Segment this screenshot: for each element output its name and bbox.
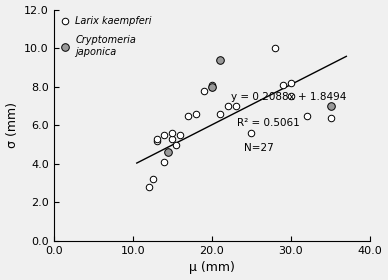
Larix kaempferi [288, 94, 294, 99]
Larix kaempferi [169, 137, 175, 141]
Cryptomeria
japonica [217, 57, 223, 62]
Larix kaempferi [193, 111, 199, 116]
Larix kaempferi [173, 142, 179, 147]
Larix kaempferi [149, 177, 156, 181]
Larix kaempferi [201, 88, 207, 93]
Larix kaempferi [146, 185, 152, 189]
Text: y = 0.2088x + 1.8494: y = 0.2088x + 1.8494 [231, 92, 346, 102]
Y-axis label: σ (mm): σ (mm) [5, 102, 19, 148]
Larix kaempferi [288, 81, 294, 85]
Larix kaempferi [185, 113, 191, 118]
Larix kaempferi [209, 85, 215, 89]
Larix kaempferi [272, 46, 278, 50]
Larix kaempferi [327, 115, 334, 120]
Larix kaempferi [161, 160, 168, 164]
Larix kaempferi [248, 131, 255, 135]
Larix kaempferi [232, 104, 239, 108]
Larix kaempferi [177, 133, 184, 137]
Larix kaempferi [153, 137, 159, 141]
Larix kaempferi [304, 113, 310, 118]
Cryptomeria
japonica [165, 150, 171, 155]
Larix kaempferi [153, 139, 159, 143]
Cryptomeria
japonica [209, 85, 215, 89]
Text: R² = 0.5061: R² = 0.5061 [237, 118, 300, 128]
Larix kaempferi [217, 111, 223, 116]
Larix kaempferi [161, 133, 168, 137]
Larix kaempferi [169, 131, 175, 135]
Cryptomeria
japonica [327, 104, 334, 108]
Legend: Larix kaempferi, Cryptomeria
japonica: Larix kaempferi, Cryptomeria japonica [59, 14, 154, 59]
Larix kaempferi [209, 83, 215, 87]
Text: N=27: N=27 [244, 143, 273, 153]
Larix kaempferi [280, 83, 286, 87]
Larix kaempferi [225, 104, 231, 108]
X-axis label: μ (mm): μ (mm) [189, 262, 235, 274]
